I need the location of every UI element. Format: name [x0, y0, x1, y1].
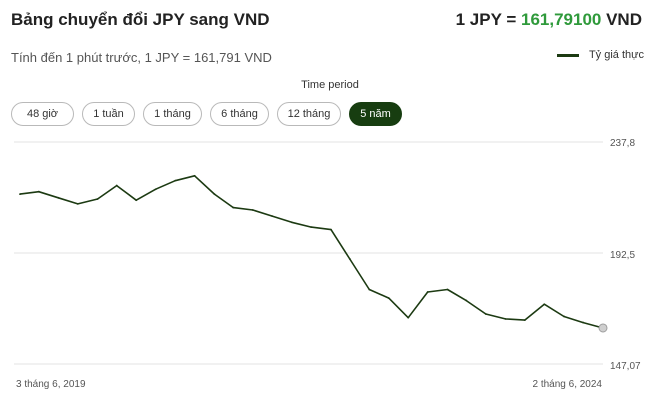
period-button-1m[interactable]: 1 tháng — [143, 102, 202, 126]
data-point — [271, 215, 274, 218]
rate-prefix: 1 JPY = — [455, 10, 521, 29]
data-point — [154, 188, 157, 191]
period-button-5y[interactable]: 5 năm — [349, 102, 402, 126]
data-point — [407, 316, 410, 319]
page-title: Bảng chuyển đổi JPY sang VND — [11, 10, 270, 29]
data-point — [310, 226, 313, 229]
x-tick-end: 2 tháng 6, 2024 — [532, 379, 602, 390]
data-point — [115, 184, 118, 187]
data-point — [523, 319, 526, 322]
rate-subtitle: Tính đến 1 phút trước, 1 JPY = 161,791 V… — [11, 50, 272, 65]
data-point — [37, 190, 40, 193]
time-period-selector: 48 giờ 1 tuần 1 tháng 6 tháng 12 tháng 5… — [11, 102, 402, 126]
data-point — [76, 203, 79, 205]
x-tick-start: 3 tháng 6, 2019 — [16, 379, 86, 390]
chart-legend: Tỷ giá thực — [556, 49, 644, 61]
current-value-marker — [598, 323, 608, 333]
period-button-6m[interactable]: 6 tháng — [210, 102, 269, 126]
rate-suffix: VND — [601, 10, 642, 29]
data-point — [96, 198, 99, 200]
series-line-ty-gia-thuc — [19, 174, 604, 329]
legend-swatch — [556, 53, 579, 57]
data-point — [563, 315, 565, 318]
data-point — [446, 288, 449, 291]
data-point — [348, 258, 351, 260]
data-point — [330, 228, 332, 231]
exchange-rate-chart: 237,8 192,5 147,07 3 tháng 6, 2019 2 thá… — [14, 138, 641, 390]
data-point — [193, 174, 196, 177]
period-button-12m[interactable]: 12 tháng — [277, 102, 341, 126]
data-point — [426, 291, 429, 293]
data-point — [57, 196, 60, 199]
chart-grid — [14, 141, 603, 365]
data-point — [465, 299, 468, 302]
current-rate: 1 JPY = 161,79100 VND — [456, 10, 642, 30]
data-point — [290, 221, 293, 224]
y-tick-min: 147,07 — [610, 361, 641, 372]
period-button-1w[interactable]: 1 tuần — [82, 102, 135, 126]
time-period-label: Time period — [301, 79, 359, 91]
data-point — [232, 206, 235, 209]
y-tick-mid: 192,5 — [610, 250, 635, 261]
legend-label: Tỷ giá thực — [588, 49, 644, 61]
data-point — [213, 193, 216, 196]
data-point — [543, 303, 546, 306]
data-point — [251, 209, 254, 211]
data-point — [504, 318, 507, 320]
data-point — [19, 193, 21, 196]
data-point — [484, 313, 487, 315]
data-point — [387, 297, 390, 300]
y-tick-max: 237,8 — [610, 138, 635, 149]
data-point — [135, 199, 138, 202]
data-point — [368, 288, 371, 291]
series-points — [19, 174, 604, 329]
period-button-48h[interactable]: 48 giờ — [11, 102, 74, 126]
rate-value: 161,79100 — [521, 10, 602, 29]
data-point — [174, 179, 177, 182]
data-point — [582, 321, 585, 324]
